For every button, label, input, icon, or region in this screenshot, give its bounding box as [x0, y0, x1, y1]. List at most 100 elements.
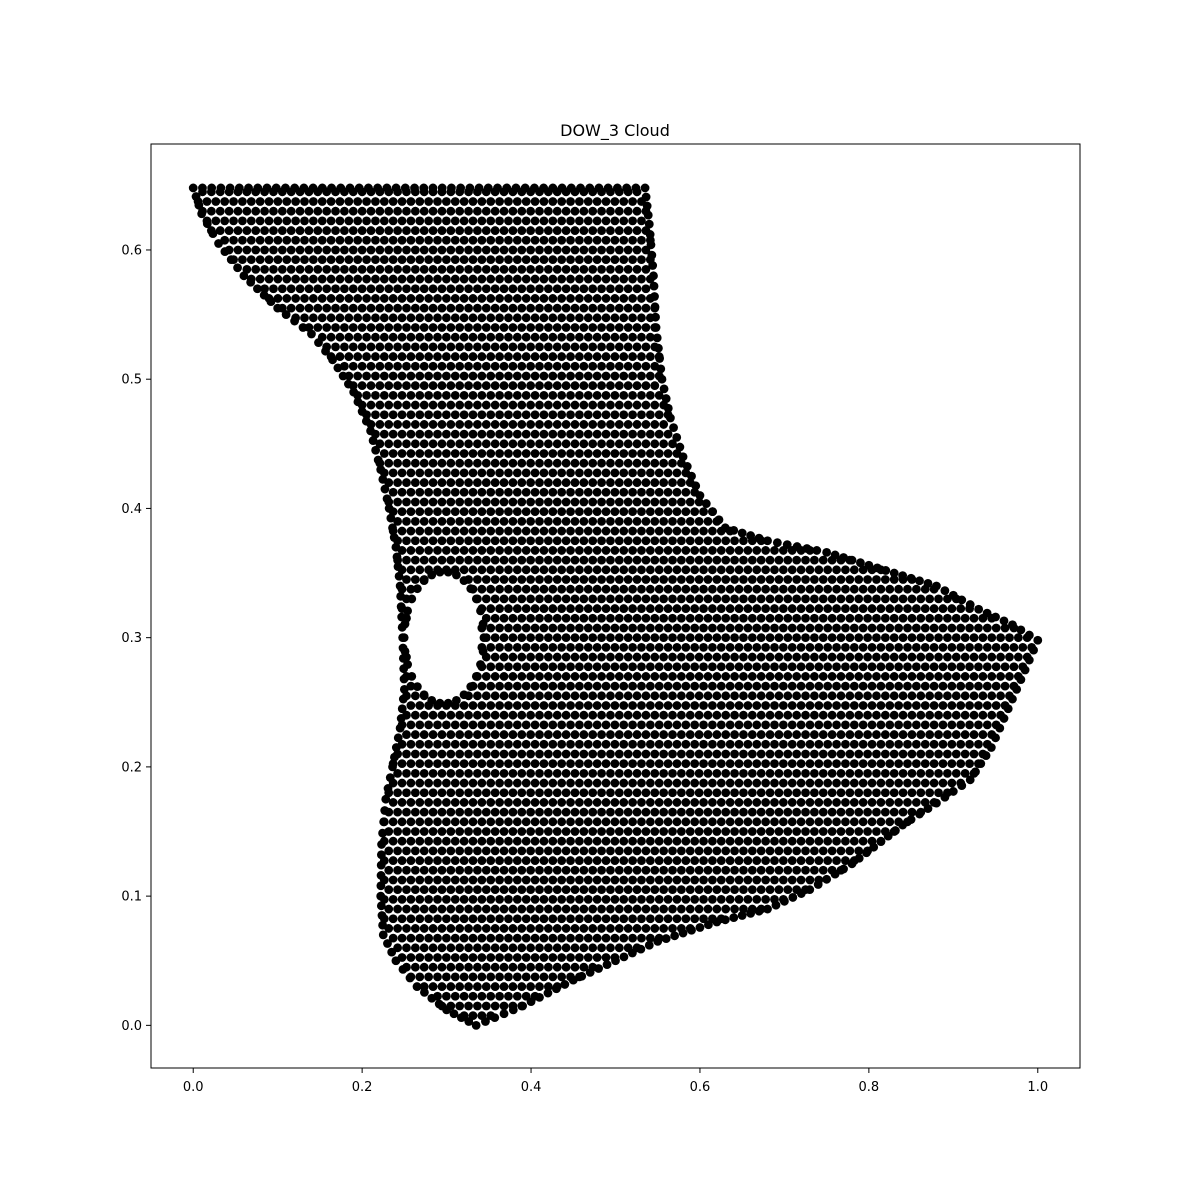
data-point: [300, 197, 309, 206]
data-point: [397, 856, 407, 865]
data-point: [446, 768, 456, 778]
data-point: [481, 264, 491, 274]
data-point: [424, 836, 434, 846]
data-point: [725, 856, 735, 865]
data-point: [517, 904, 527, 914]
data-point: [832, 565, 841, 575]
data-point: [566, 642, 575, 652]
data-point: [832, 720, 841, 730]
data-point: [894, 584, 904, 594]
data-point: [539, 565, 549, 575]
data-point: [428, 420, 438, 429]
data-point: [725, 894, 735, 904]
data-point: [468, 332, 478, 342]
data-point: [619, 759, 629, 769]
data-point: [703, 865, 713, 875]
data-point: [579, 788, 589, 798]
data-point: [495, 972, 504, 982]
data-point: [872, 807, 881, 817]
data-point: [774, 672, 784, 681]
data-point: [889, 710, 899, 720]
data-point: [960, 633, 970, 643]
data-point: [809, 730, 819, 739]
data-point: [304, 206, 314, 216]
data-point: [410, 691, 420, 701]
data-point: [845, 691, 855, 701]
data-point: [464, 516, 473, 526]
data-point: [552, 633, 562, 643]
data-point: [579, 652, 589, 662]
x-axis: 0.0 0.2 0.4 0.6 0.8 1.0: [183, 1068, 1048, 1095]
data-point: [410, 924, 420, 933]
data-point: [499, 633, 509, 643]
data-point: [583, 778, 593, 788]
data-point: [399, 674, 409, 684]
data-point: [880, 575, 890, 584]
data-point: [663, 817, 673, 827]
data-point: [455, 458, 465, 468]
data-point: [570, 516, 580, 526]
data-point: [663, 914, 673, 924]
data-point: [606, 575, 615, 584]
data-point: [813, 880, 823, 889]
data-point: [512, 798, 522, 807]
data-point: [327, 183, 336, 193]
data-point: [548, 352, 558, 361]
data-point: [734, 681, 744, 691]
data-point: [614, 555, 624, 565]
data-point: [384, 904, 394, 914]
data-point: [772, 538, 782, 548]
data-point: [725, 662, 735, 672]
data-point: [486, 933, 496, 943]
data-point: [539, 526, 549, 536]
data-point: [619, 468, 629, 478]
data-point: [668, 478, 677, 487]
data-point: [916, 730, 926, 739]
data-point: [628, 662, 637, 672]
data-point: [659, 613, 669, 623]
data-point: [770, 662, 779, 672]
data-point: [960, 672, 970, 681]
data-point: [654, 468, 664, 478]
data-point: [570, 264, 580, 274]
data-point: [388, 468, 398, 478]
data-point: [872, 749, 881, 759]
y-tick-label: 0.1: [121, 890, 142, 905]
data-point: [206, 206, 216, 216]
data-point: [654, 720, 664, 730]
data-point: [588, 827, 598, 836]
data-point: [450, 507, 460, 517]
data-point: [539, 798, 549, 807]
data-point: [402, 361, 411, 371]
data-point: [694, 536, 704, 546]
data-point: [845, 672, 855, 681]
data-point: [739, 749, 748, 759]
data-point: [468, 390, 478, 400]
data-point: [379, 197, 389, 206]
data-point: [651, 323, 661, 332]
data-point: [495, 662, 504, 672]
data-point: [903, 642, 912, 652]
data-point: [637, 778, 646, 788]
data-point: [473, 458, 482, 468]
data-point: [561, 943, 571, 953]
data-point: [477, 429, 487, 439]
data-point: [592, 313, 602, 323]
data-point: [641, 381, 651, 391]
data-point: [464, 1017, 474, 1026]
data-point: [277, 245, 287, 255]
data-point: [858, 584, 868, 594]
data-point: [402, 381, 411, 391]
data-point: [521, 739, 531, 749]
data-point: [659, 478, 669, 487]
data-point: [477, 294, 487, 303]
data-point: [570, 613, 580, 623]
data-point: [632, 303, 642, 313]
data-point: [885, 778, 895, 788]
data-point: [229, 216, 238, 226]
data-point: [778, 817, 788, 827]
data-point: [746, 908, 756, 918]
data-point: [428, 885, 438, 895]
data-point: [548, 255, 558, 265]
data-point: [987, 710, 997, 720]
